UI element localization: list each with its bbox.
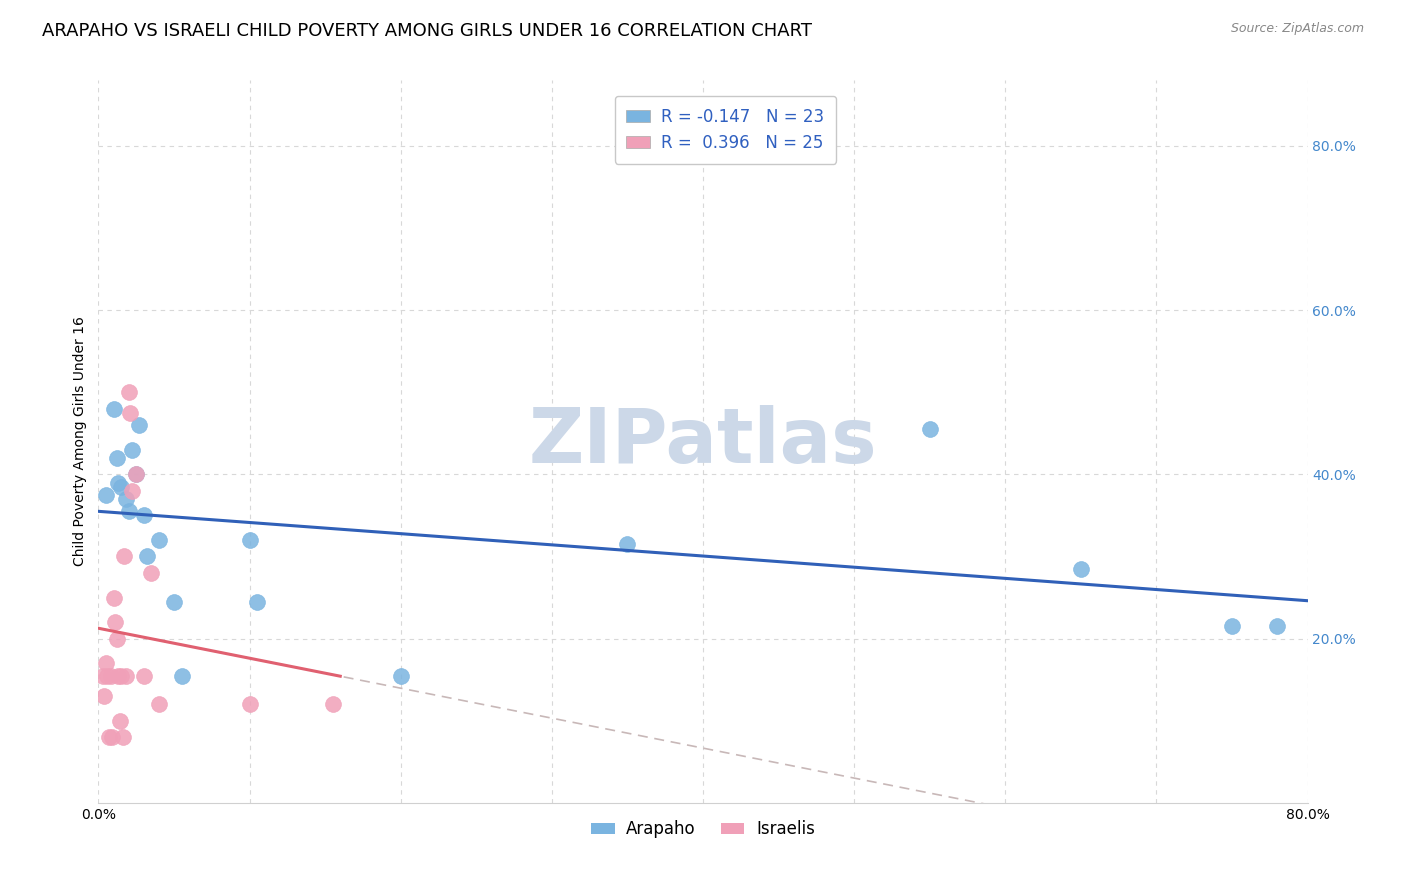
Point bbox=[246, 594, 269, 608]
Point bbox=[101, 730, 124, 744]
Point bbox=[1070, 562, 1092, 576]
Point bbox=[105, 632, 128, 646]
Point bbox=[110, 668, 132, 682]
Legend: Arapaho, Israelis: Arapaho, Israelis bbox=[585, 814, 821, 845]
Text: Source: ZipAtlas.com: Source: ZipAtlas.com bbox=[1230, 22, 1364, 36]
Point bbox=[108, 714, 131, 728]
Point bbox=[112, 549, 135, 564]
Text: ZIPatlas: ZIPatlas bbox=[529, 405, 877, 478]
Point bbox=[148, 698, 170, 712]
Point bbox=[118, 385, 141, 400]
Point bbox=[114, 491, 136, 506]
Point bbox=[121, 442, 143, 457]
Point bbox=[170, 668, 193, 682]
Point bbox=[132, 668, 155, 682]
Point bbox=[918, 422, 941, 436]
Point bbox=[110, 480, 132, 494]
Point bbox=[120, 406, 142, 420]
Point bbox=[616, 537, 638, 551]
Point bbox=[1220, 619, 1243, 633]
Point bbox=[111, 730, 134, 744]
Point bbox=[103, 591, 125, 605]
Point bbox=[239, 698, 262, 712]
Point bbox=[135, 549, 157, 564]
Point bbox=[1267, 619, 1289, 633]
Point bbox=[103, 401, 125, 416]
Text: ARAPAHO VS ISRAELI CHILD POVERTY AMONG GIRLS UNDER 16 CORRELATION CHART: ARAPAHO VS ISRAELI CHILD POVERTY AMONG G… bbox=[42, 22, 813, 40]
Point bbox=[107, 475, 129, 490]
Point bbox=[322, 698, 344, 712]
Point bbox=[125, 467, 148, 482]
Y-axis label: Child Poverty Among Girls Under 16: Child Poverty Among Girls Under 16 bbox=[73, 317, 87, 566]
Point bbox=[132, 508, 155, 523]
Point bbox=[98, 730, 121, 744]
Point bbox=[389, 668, 412, 682]
Point bbox=[163, 594, 186, 608]
Point bbox=[91, 668, 114, 682]
Point bbox=[121, 483, 143, 498]
Point bbox=[148, 533, 170, 547]
Point bbox=[105, 450, 128, 465]
Point bbox=[93, 689, 115, 703]
Point bbox=[107, 668, 129, 682]
Point bbox=[94, 657, 117, 671]
Point bbox=[94, 488, 117, 502]
Point bbox=[128, 418, 150, 433]
Point bbox=[141, 566, 163, 580]
Point bbox=[118, 504, 141, 518]
Point bbox=[96, 668, 118, 682]
Point bbox=[239, 533, 262, 547]
Point bbox=[100, 668, 122, 682]
Point bbox=[104, 615, 127, 630]
Point bbox=[114, 668, 136, 682]
Point bbox=[125, 467, 148, 482]
